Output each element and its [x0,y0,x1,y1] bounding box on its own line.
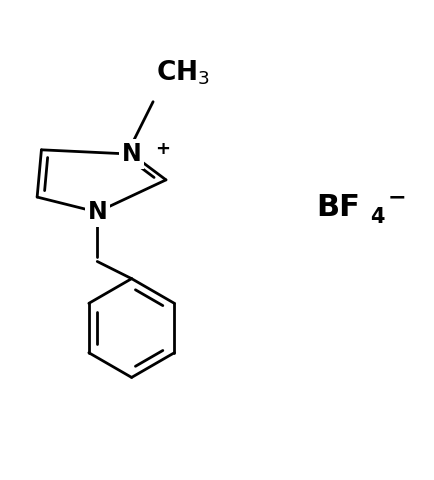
Text: N: N [122,142,141,166]
Text: CH$_3$: CH$_3$ [156,58,210,87]
Text: +: + [155,140,170,158]
Text: BF: BF [316,193,359,222]
Text: 4: 4 [369,207,384,227]
Text: −: − [387,187,406,207]
Text: N: N [87,200,107,224]
